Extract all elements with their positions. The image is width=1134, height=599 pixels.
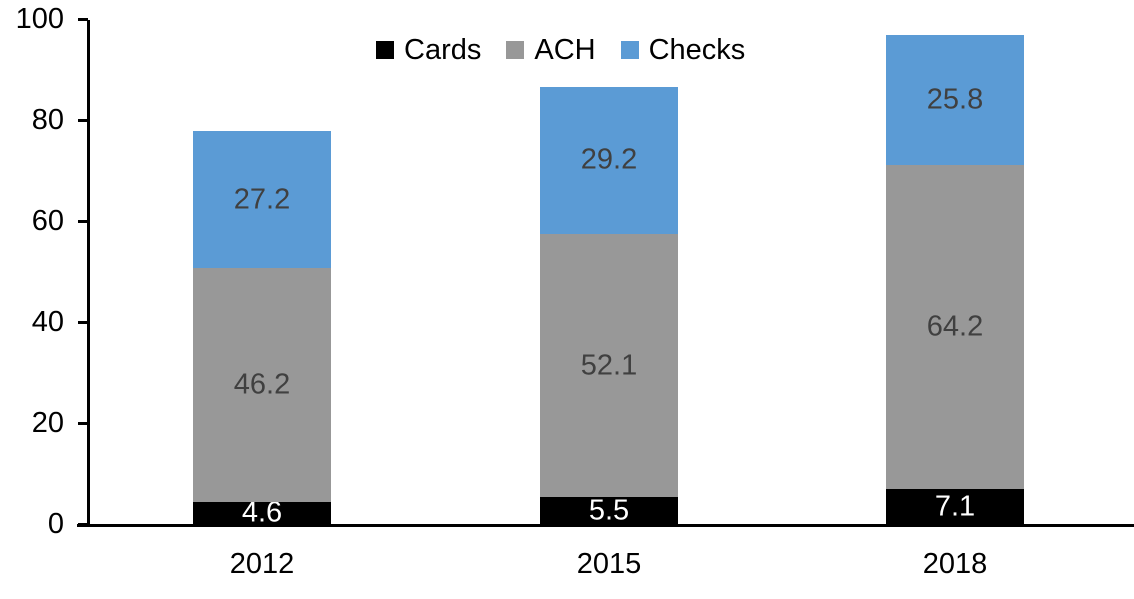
bar-segment-ach-2018: 64.2 <box>886 164 1024 490</box>
legend-item-ach: ACH <box>506 33 596 67</box>
bar-segment-cards-2015: 5.5 <box>540 494 678 527</box>
y-tick <box>78 219 88 223</box>
bar-value-label: 5.5 <box>588 494 630 527</box>
y-tick <box>78 522 88 526</box>
bar-value-label: 25.8 <box>926 83 984 116</box>
y-tick <box>78 17 88 21</box>
y-tick <box>78 118 88 122</box>
bar-value-label: 7.1 <box>934 490 976 523</box>
legend-swatch-checks <box>620 41 639 59</box>
bar-segment-ach-2015: 52.1 <box>540 234 678 498</box>
legend-swatch-ach <box>506 41 525 59</box>
bar-value-label: 27.2 <box>233 183 291 216</box>
y-tick-label: 0 <box>47 508 64 540</box>
legend-item-checks: Checks <box>620 33 746 67</box>
legend-item-cards: Cards <box>376 33 481 67</box>
legend-label: Checks <box>648 34 746 66</box>
bar-segment-checks-2018: 25.8 <box>886 34 1024 165</box>
bar-value-label: 52.1 <box>580 349 638 382</box>
bar-segment-cards-2018: 7.1 <box>886 489 1024 525</box>
x-category-label: 2015 <box>576 548 642 580</box>
y-tick <box>78 421 88 425</box>
x-category-label: 2012 <box>229 548 295 580</box>
bar-value-label: 4.6 <box>241 496 283 529</box>
chart-legend: Cards ACH Checks <box>376 33 745 67</box>
bar-segment-cards-2012: 4.6 <box>193 497 331 529</box>
bar-value-label: 46.2 <box>233 368 291 401</box>
bar-segment-ach-2012: 46.2 <box>193 268 331 502</box>
bar-segment-checks-2015: 29.2 <box>540 86 678 235</box>
y-axis-line <box>87 20 90 527</box>
y-tick-label: 60 <box>31 205 64 237</box>
x-axis-line <box>77 524 1134 527</box>
legend-label: ACH <box>534 34 596 66</box>
bar-2012: 4.6 46.2 27.2 <box>193 0 331 529</box>
y-tick-label: 100 <box>15 3 64 35</box>
x-category-label: 2018 <box>922 548 988 580</box>
y-tick <box>78 320 88 324</box>
legend-label: Cards <box>404 34 482 66</box>
bar-value-label: 29.2 <box>580 143 638 176</box>
bar-segment-checks-2012: 27.2 <box>193 131 331 269</box>
legend-swatch-cards <box>376 41 394 59</box>
y-tick-label: 40 <box>31 306 64 338</box>
bar-2018: 7.1 64.2 25.8 <box>886 0 1024 525</box>
bar-value-label: 64.2 <box>926 310 984 343</box>
bar-2015: 5.5 52.1 29.2 <box>540 0 678 527</box>
y-tick-label: 20 <box>31 407 64 439</box>
y-tick-label: 80 <box>31 104 64 136</box>
